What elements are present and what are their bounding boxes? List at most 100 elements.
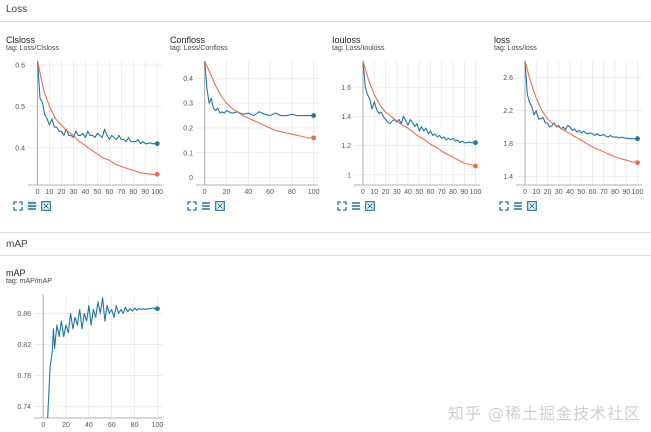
x-tick-label: 80 <box>449 189 457 196</box>
loss-section-title: Loss <box>6 4 28 15</box>
card-tag: tag: Loss/Confloss <box>170 45 228 52</box>
series-endpoint-0 <box>154 141 160 147</box>
card-title: Iouloss <box>332 35 361 45</box>
card-title: Confloss <box>170 35 206 45</box>
series-line-1 <box>204 60 314 139</box>
chart-svg: 0 10 20 30 40 50 60 70 80 90 100 1.4 1.8 2.2 2.6 <box>503 60 644 196</box>
expand-button[interactable] <box>364 200 375 211</box>
card-tag: tag: Loss/loss <box>494 45 537 52</box>
x-tick-label: 90 <box>141 189 149 196</box>
log-scale-button[interactable] <box>512 200 523 211</box>
map-card: mAP tag: mAP/mAP 0 20 40 60 80 100 0.74 0.78 0.8… <box>6 268 166 430</box>
expand-chart-icon <box>40 200 51 211</box>
expand-button[interactable] <box>526 200 537 211</box>
clsloss-chart[interactable]: 0 10 20 30 40 50 60 70 80 90 100 0.4 0.5 0.6 <box>6 57 166 197</box>
log-scale-button[interactable] <box>350 200 361 211</box>
y-tick-label: 2.2 <box>503 108 513 115</box>
x-tick-label: 60 <box>108 422 116 429</box>
x-tick-label: 10 <box>532 189 540 196</box>
fit-domain-button[interactable] <box>186 200 197 211</box>
series-line-0 <box>47 297 158 419</box>
x-tick-label: 80 <box>611 189 619 196</box>
series-endpoint-1 <box>154 171 160 177</box>
expand-chart-icon <box>526 200 537 211</box>
x-tick-label: 100 <box>632 189 644 196</box>
x-tick-label: 100 <box>151 189 163 196</box>
x-tick-label: 80 <box>131 422 139 429</box>
y-tick-label: 0.3 <box>183 101 193 108</box>
x-tick-label: 80 <box>129 189 137 196</box>
y-tick-label: 1.2 <box>341 143 351 150</box>
fit-domain-icon <box>498 200 509 211</box>
log-scale-button[interactable] <box>200 200 211 211</box>
series-line-0 <box>37 60 158 145</box>
x-tick-label: 10 <box>46 189 54 196</box>
x-tick-label: 70 <box>600 189 608 196</box>
x-tick-label: 50 <box>93 189 101 196</box>
card-tag: tag: Loss/Clsloss <box>6 45 59 52</box>
series-endpoint-0 <box>155 306 160 312</box>
y-tick-label: 1.4 <box>341 114 351 121</box>
chart-svg: 0 10 20 30 40 50 60 70 80 90 100 1 1.2 1.4 1.6 <box>341 60 482 196</box>
card-title: mAP <box>6 268 26 278</box>
fit-domain-button[interactable] <box>336 200 347 211</box>
loss-chart[interactable]: 0 10 20 30 40 50 60 70 80 90 100 1.4 1.8 2.2 2.6 <box>494 57 650 197</box>
chart-svg: 0 10 20 30 40 50 60 70 80 90 100 0.4 0.5 0.6 <box>15 60 163 196</box>
fit-domain-button[interactable] <box>12 200 23 211</box>
expand-chart-icon <box>364 200 375 211</box>
x-tick-label: 20 <box>544 189 552 196</box>
map-chart[interactable]: 0 20 40 60 80 100 0.74 0.78 0.82 0.86 <box>6 290 166 430</box>
x-tick-label: 100 <box>470 189 482 196</box>
chart-controls <box>12 200 51 211</box>
x-tick-label: 20 <box>223 189 231 196</box>
y-tick-label: 0.74 <box>17 404 31 411</box>
y-tick-label: 2.6 <box>503 75 513 82</box>
y-tick-label: 0 <box>189 175 193 182</box>
expand-button[interactable] <box>214 200 225 211</box>
x-tick-label: 100 <box>308 189 320 196</box>
y-tick-label: 0.4 <box>183 76 193 83</box>
chart-svg: 0 20 40 60 80 100 0 0.1 0.2 0.3 0.4 <box>183 60 320 196</box>
chart-controls <box>498 200 537 211</box>
series-endpoint-0 <box>635 136 640 142</box>
series-endpoint-0 <box>473 140 478 146</box>
series-endpoint-1 <box>635 160 640 166</box>
chart-svg: 0 20 40 60 80 100 0.74 0.78 0.82 0.86 <box>17 294 163 429</box>
iouloss-chart[interactable]: 0 10 20 30 40 50 60 70 80 90 100 1 1.2 1.4 1.6 <box>332 57 492 197</box>
y-tick-label: 1.6 <box>341 85 351 92</box>
y-tick-label: 1.8 <box>503 141 513 148</box>
x-tick-label: 60 <box>427 189 435 196</box>
expand-button[interactable] <box>40 200 51 211</box>
y-tick-label: 0.86 <box>17 311 31 318</box>
loss-section-header[interactable]: Loss <box>0 0 651 22</box>
map-section-header[interactable]: mAP <box>0 232 651 256</box>
log-scale-button[interactable] <box>26 200 37 211</box>
y-tick-label: 0.6 <box>15 63 25 70</box>
y-tick-label: 0.4 <box>15 145 25 152</box>
x-tick-label: 80 <box>288 189 296 196</box>
series-endpoint-0 <box>311 113 317 118</box>
confloss-chart[interactable]: 0 20 40 60 80 100 0 0.1 0.2 0.3 0.4 <box>170 57 330 197</box>
x-tick-label: 0 <box>523 189 527 196</box>
series-line-1 <box>524 60 638 164</box>
x-tick-label: 0 <box>36 189 40 196</box>
series-endpoint-1 <box>311 135 317 141</box>
iouloss-card: Iouloss tag: Loss/Iouloss 0 10 20 30 40 50 60 7… <box>332 35 492 225</box>
card-tag: tag: Loss/Iouloss <box>332 45 385 52</box>
x-tick-label: 70 <box>438 189 446 196</box>
series-line-0 <box>362 60 476 144</box>
fit-domain-icon <box>12 200 23 211</box>
x-tick-label: 40 <box>566 189 574 196</box>
series-line-1 <box>362 60 476 167</box>
card-title: Clsloss <box>6 35 36 45</box>
x-tick-label: 60 <box>266 189 274 196</box>
x-tick-label: 0 <box>41 422 45 429</box>
y-tick-label: 0.82 <box>17 342 31 349</box>
fit-domain-button[interactable] <box>498 200 509 211</box>
x-tick-label: 20 <box>62 422 70 429</box>
chart-controls <box>186 200 225 211</box>
clsloss-card: Clsloss tag: Loss/Clsloss 0 10 20 30 40 50 60 7… <box>6 35 166 225</box>
y-tick-label: 0.78 <box>17 373 31 380</box>
x-tick-label: 30 <box>393 189 401 196</box>
expand-chart-icon <box>214 200 225 211</box>
